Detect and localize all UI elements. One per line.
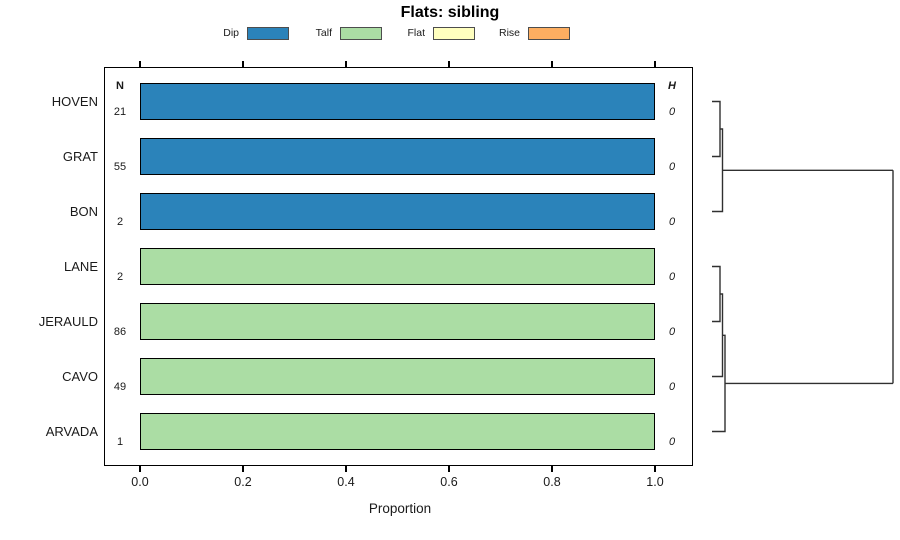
row-h-grat: 0 [668,161,676,173]
axis-tick [654,61,656,67]
row-h-hoven: 0 [668,106,676,118]
bar-lane [140,248,655,285]
row-label-jerauld: JERAULD [38,314,98,329]
axis-tick [139,61,141,67]
axis-tick [551,61,553,67]
x-axis-label: Proportion [368,501,432,516]
axis-tick-label: 0.4 [337,475,355,489]
axis-tick-label: 0.2 [234,475,252,489]
axis-tick [242,466,244,472]
bar-segment-talf [141,414,654,449]
axis-tick [654,466,656,472]
bar-segment-talf [141,249,654,284]
bar-segment-dip [141,84,654,119]
row-n-grat: 55 [113,161,127,173]
bar-hoven [140,83,655,120]
row-h-jerauld: 0 [668,326,676,338]
row-h-bon: 0 [668,216,676,228]
row-h-lane: 0 [668,271,676,283]
row-n-cavo: 49 [113,381,127,393]
h-column-header: H [668,80,676,92]
bar-jerauld [140,303,655,340]
row-label-hoven: HOVEN [51,94,98,109]
row-h-cavo: 0 [668,381,676,393]
row-h-arvada: 0 [668,436,676,448]
axis-tick-label: 0.6 [440,475,458,489]
axis-tick [345,466,347,472]
legend-label-dip: Dip [223,27,239,39]
legend-swatch-rise-icon [528,27,570,40]
row-n-bon: 2 [116,216,124,228]
legend-swatch-dip-icon [247,27,289,40]
axis-tick [448,61,450,67]
axis-tick [139,466,141,472]
legend-label-rise: Rise [498,27,520,39]
bar-cavo [140,358,655,395]
dendrogram-merge-cavo [712,293,724,378]
bar-arvada [140,413,655,450]
n-column-header: N [116,80,124,92]
bar-segment-dip [141,139,654,174]
chart-title: Flats: sibling [400,4,500,21]
row-label-lane: LANE [64,259,98,274]
row-label-cavo: CAVO [62,369,98,384]
axis-tick-label: 0.8 [543,475,561,489]
bar-segment-talf [141,359,654,394]
legend-swatch-talf-icon [340,27,382,40]
legend-swatch-flat-icon [433,27,475,40]
bar-segment-dip [141,194,654,229]
axis-tick [551,466,553,472]
row-label-arvada: ARVADA [45,424,98,439]
row-label-bon: BON [69,204,98,219]
row-n-lane: 2 [116,271,124,283]
plot-box [104,67,693,466]
axis-tick [448,466,450,472]
dendrogram-merge-bon [712,128,724,213]
row-n-jerauld: 86 [113,326,127,338]
dendrogram-merge-hoven-grat [712,100,721,158]
axis-tick [242,61,244,67]
row-label-grat: GRAT [62,149,98,164]
axis-tick-label: 1.0 [646,475,664,489]
row-n-arvada: 1 [116,436,124,448]
bar-bon [140,193,655,230]
bar-grat [140,138,655,175]
dendrogram-merge-lane-jerauld [712,265,721,323]
row-n-hoven: 21 [113,106,127,118]
axis-tick [345,61,347,67]
legend-label-flat: Flat [407,27,425,39]
bar-segment-talf [141,304,654,339]
legend-label-talf: Talf [315,27,332,39]
dendrogram-merge-arvada [712,334,726,433]
axis-tick-label: 0.0 [131,475,149,489]
